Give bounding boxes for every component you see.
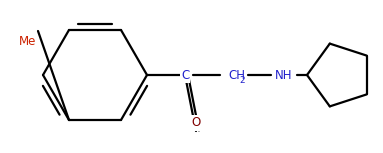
Text: Me: Me bbox=[19, 34, 37, 47]
Text: 2: 2 bbox=[239, 75, 245, 84]
Text: O: O bbox=[192, 116, 201, 129]
Text: C: C bbox=[181, 69, 189, 82]
Text: CH: CH bbox=[228, 69, 245, 82]
Text: NH: NH bbox=[275, 69, 293, 82]
